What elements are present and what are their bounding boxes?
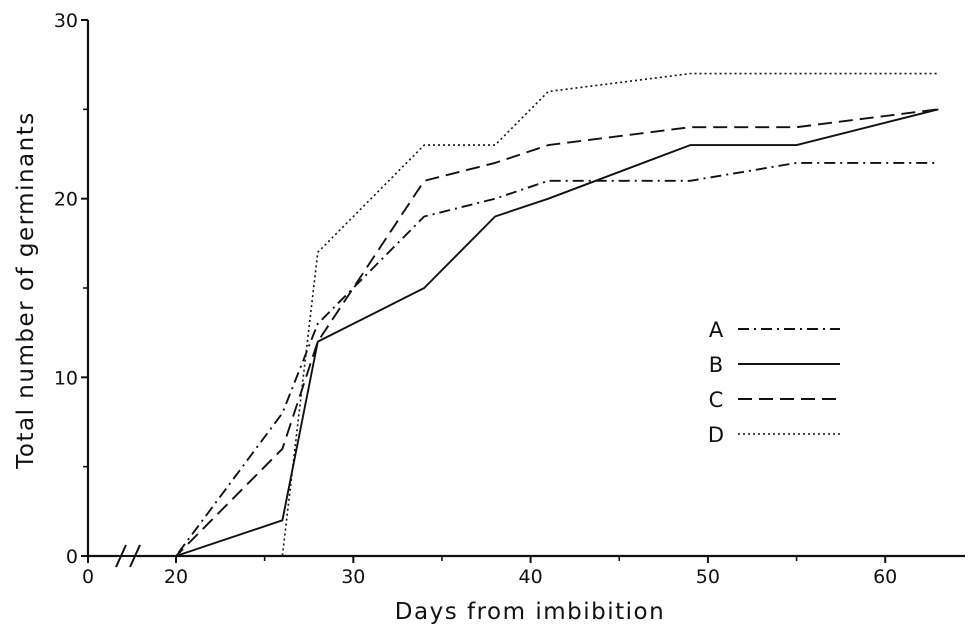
y-tick-label: 0 <box>66 546 78 568</box>
legend-label-a: A <box>709 318 724 342</box>
series-line-a <box>88 161 939 557</box>
x-tick-label: 40 <box>519 566 543 588</box>
axes <box>86 20 965 568</box>
ticks: 0 20 30 40 50 60 0 10 20 30 <box>54 10 897 588</box>
series-line-b <box>88 108 939 557</box>
x-tick-label: 50 <box>696 566 720 588</box>
y-tick-label: 10 <box>54 367 78 389</box>
series-lines <box>88 72 939 557</box>
legend-label-c: C <box>709 388 724 412</box>
legend-label-b: B <box>709 353 723 377</box>
series-line-d <box>88 72 939 557</box>
x-tick-label: 20 <box>164 566 188 588</box>
x-axis-title: Days from imbibition <box>395 599 665 625</box>
legend-label-d: D <box>708 423 724 447</box>
y-tick-label: 20 <box>54 189 78 211</box>
x-tick-label: 60 <box>873 566 897 588</box>
x-tick-label: 0 <box>82 566 94 588</box>
series-line-c <box>88 108 939 557</box>
x-tick-label: 30 <box>341 566 365 588</box>
y-tick-label: 30 <box>54 10 78 32</box>
y-axis-title: Total number of germinants <box>13 111 39 469</box>
